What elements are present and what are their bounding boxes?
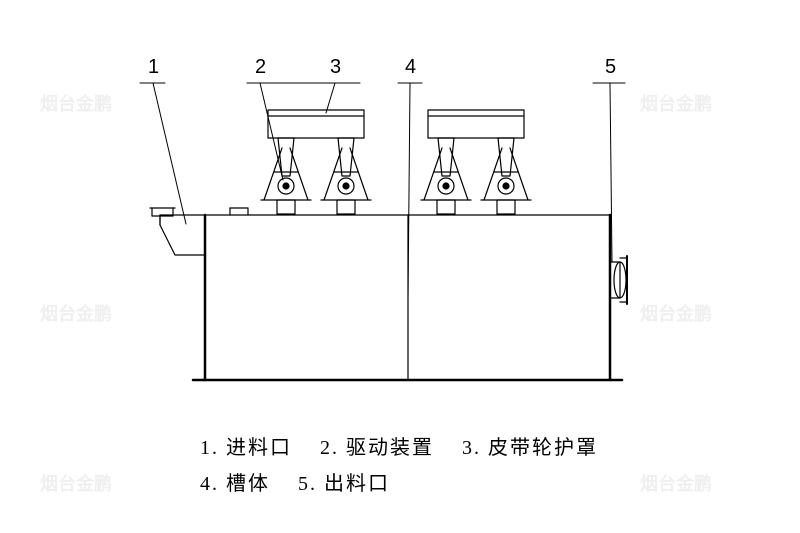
legend-5: 5. 出料口 — [298, 473, 390, 495]
callout-4: 4 — [405, 56, 416, 79]
pulley-cover-left — [268, 110, 364, 138]
legend-1: 1. 进料口 — [200, 437, 292, 459]
tank-body — [193, 208, 622, 380]
drive-unit — [261, 138, 311, 214]
diagram-canvas: 1 2 3 4 5 1. 进料口 2. 驱动装置 3. 皮带轮护罩 4. 槽体 … — [0, 0, 800, 533]
pulley-cover-right — [428, 110, 524, 138]
drive-unit — [421, 138, 471, 214]
callout-3: 3 — [330, 56, 341, 79]
outlet — [610, 256, 627, 304]
callout-5: 5 — [605, 56, 616, 79]
callout-1: 1 — [148, 56, 159, 79]
drive-unit — [481, 138, 531, 214]
legend-3: 3. 皮带轮护罩 — [462, 437, 598, 459]
legend-line-1: 1. 进料口 2. 驱动装置 3. 皮带轮护罩 — [200, 430, 598, 466]
legend: 1. 进料口 2. 驱动装置 3. 皮带轮护罩 4. 槽体 5. 出料口 — [200, 430, 598, 502]
callout-2: 2 — [255, 56, 266, 79]
legend-2: 2. 驱动装置 — [320, 437, 434, 459]
legend-4: 4. 槽体 — [200, 473, 270, 495]
inlet — [150, 208, 205, 255]
leader-lines — [140, 83, 625, 300]
legend-line-2: 4. 槽体 5. 出料口 — [200, 466, 598, 502]
drive-unit — [321, 138, 371, 214]
